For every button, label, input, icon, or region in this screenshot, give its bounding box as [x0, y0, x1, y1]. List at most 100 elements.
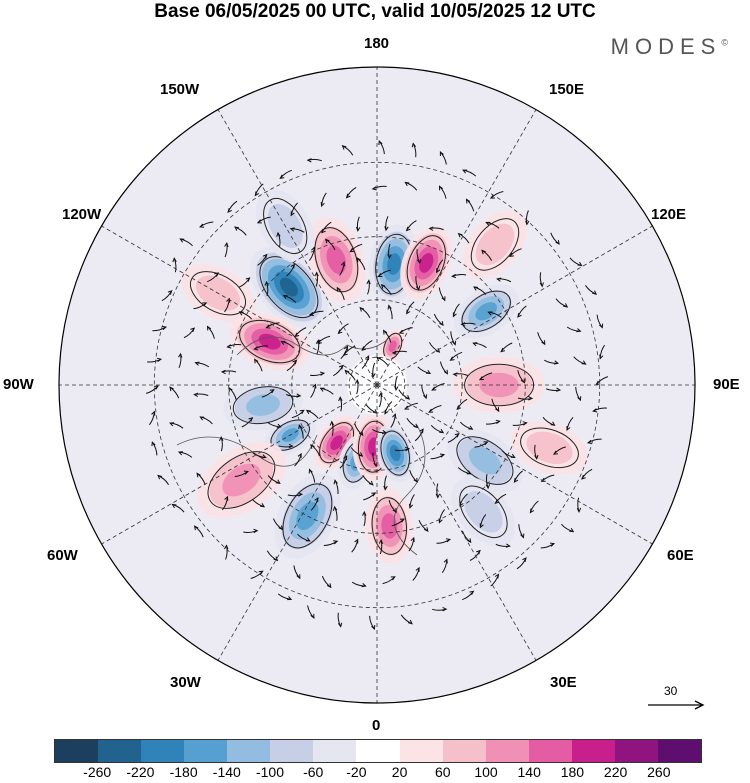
wind-arrow-head [598, 323, 604, 329]
wind-arrow-head [308, 468, 313, 474]
wind-arrow-head [398, 329, 404, 334]
wind-arrow-head [224, 544, 229, 550]
wind-arrow-head [341, 145, 347, 150]
wind-arrow-head [290, 263, 295, 269]
lon-label-180: 180 [364, 35, 390, 52]
colorbar-swatch [614, 740, 658, 762]
wind-arrow-head [224, 495, 229, 501]
wind-arrow-head [276, 423, 282, 428]
wind-arrow-head [248, 417, 254, 422]
wind-arrow-head [508, 252, 514, 258]
wind-arrow-head [306, 158, 312, 163]
colorbar-tick-label: -100 [255, 764, 285, 780]
anomaly-contour [246, 394, 280, 416]
wind-arrow-head [520, 533, 525, 539]
map-title: Base 06/05/2025 00 UTC, valid 10/05/2025… [154, 1, 596, 22]
height-contour [259, 256, 319, 319]
wind-arrow-head [245, 277, 251, 282]
wind-arrow-head [261, 454, 267, 459]
anomaly-contour [387, 253, 401, 275]
wind-arrow-head [449, 356, 455, 361]
wind-arrow-head [439, 150, 444, 156]
wind-arrow-head [354, 538, 359, 544]
wind-arrow-head [337, 329, 343, 335]
wind-arrow-head [405, 395, 411, 400]
wind-arrow-head [407, 619, 413, 625]
colorbar-tick-label: -260 [83, 764, 112, 780]
lon-label-150e: 150E [549, 81, 585, 98]
wind-arrow-head [469, 590, 475, 596]
reference-vector-label: 30 [664, 684, 678, 698]
colorbar-tick-label: -180 [169, 764, 198, 780]
anomaly-blob [306, 217, 366, 303]
wind-arrow-head [399, 518, 406, 523]
colorbar-tick-label: -60 [303, 764, 324, 780]
colorbar-tick-label: 60 [435, 764, 451, 780]
lon-label-90e: 90E [713, 376, 740, 393]
brand-mark: © [721, 37, 728, 48]
wind-arrow-head [361, 583, 367, 588]
wind-arrow-head [190, 327, 196, 333]
wind-arrow-head [481, 249, 486, 255]
wind-arrow-head [541, 340, 546, 346]
map-field [59, 67, 695, 703]
height-contour [520, 427, 579, 469]
wind-arrow-head [442, 606, 448, 612]
wind-arrow-head [378, 140, 383, 146]
wind-arrow-head [169, 422, 175, 427]
wind-arrow-head [406, 309, 411, 315]
colorbar-tick-label: -140 [212, 764, 241, 780]
wind-arrow-head [179, 238, 185, 243]
wind-arrow-head [556, 387, 562, 392]
modes-logo: MODES© [611, 34, 728, 60]
wind-arrow-head [171, 503, 177, 509]
colorbar-swatch [98, 740, 142, 762]
wind-arrow-head [378, 392, 383, 398]
wind-arrow-head [220, 369, 226, 375]
anomaly-contour [381, 513, 398, 539]
lon-label-90w: 90W [3, 376, 34, 393]
lon-label-150w: 150W [160, 81, 200, 98]
colorbar-tick-label: 100 [474, 764, 498, 780]
anomaly-blob [229, 312, 310, 371]
wind-arrow-head [383, 485, 388, 491]
anomaly-contour [222, 463, 261, 497]
wind-arrow-head [226, 297, 231, 303]
wind-arrow-head [344, 369, 350, 375]
wind-arrow-head [387, 304, 392, 310]
wind-arrow-head [423, 527, 429, 532]
wind-arrow-head [456, 405, 462, 411]
wind-arrow-head [529, 508, 535, 514]
wind-arrow-head [358, 452, 364, 457]
wind-arrow-head [169, 386, 174, 392]
wind-arrow-head [273, 556, 279, 562]
wind-arrow-head [214, 272, 220, 277]
wind-arrow-head [415, 566, 420, 572]
colorbar [54, 739, 702, 763]
wind-arrow-head [505, 543, 511, 548]
anomaly-contour [330, 435, 343, 451]
wind-arrow-head [563, 303, 569, 308]
wind-arrow-head [199, 416, 205, 421]
colorbar-swatch [399, 740, 443, 762]
colorbar-tick-label: 180 [560, 764, 585, 780]
wind-arrow-head [368, 480, 374, 486]
wind-arrow-head [354, 378, 360, 384]
wind-arrow-head [413, 423, 419, 429]
colorbar-swatch [184, 740, 228, 762]
lon-label-60e: 60E [667, 547, 694, 564]
anomaly-blob [375, 423, 415, 483]
anomaly-contour [475, 302, 497, 321]
wind-arrow-head [375, 356, 381, 362]
wind-arrow-head [410, 536, 415, 542]
lon-label-0: 0 [372, 717, 381, 734]
wind-arrow-head [522, 557, 527, 563]
wind-arrow-head [156, 357, 163, 362]
wind-arrow-head [193, 392, 199, 398]
wind-arrow-head [299, 409, 305, 415]
wind-arrow-head [452, 312, 457, 318]
wind-arrow-head [361, 346, 367, 351]
wind-arrow-head [472, 342, 478, 347]
wind-arrow-head [576, 328, 582, 333]
wind-arrow-head [525, 220, 530, 226]
